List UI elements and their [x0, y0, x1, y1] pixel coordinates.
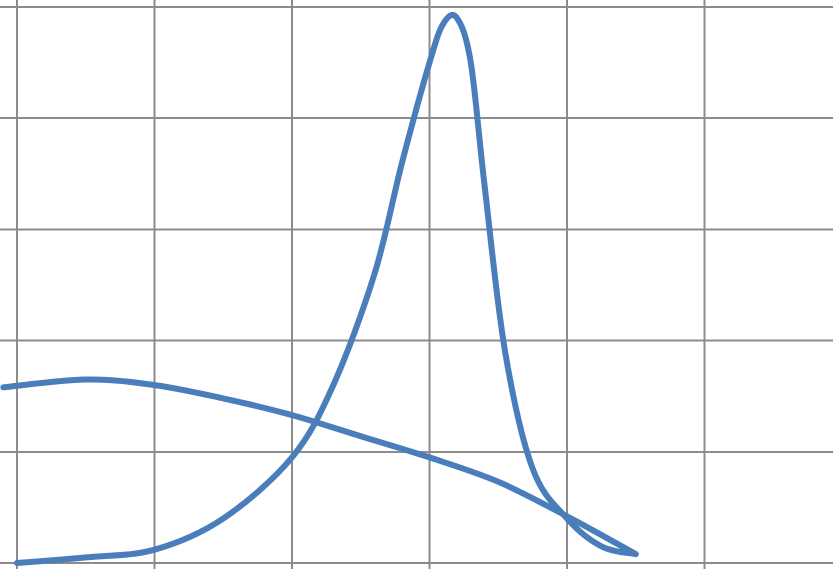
- chart-series: [3, 15, 636, 563]
- series-line-1: [17, 15, 636, 563]
- series-line-2: [3, 379, 636, 554]
